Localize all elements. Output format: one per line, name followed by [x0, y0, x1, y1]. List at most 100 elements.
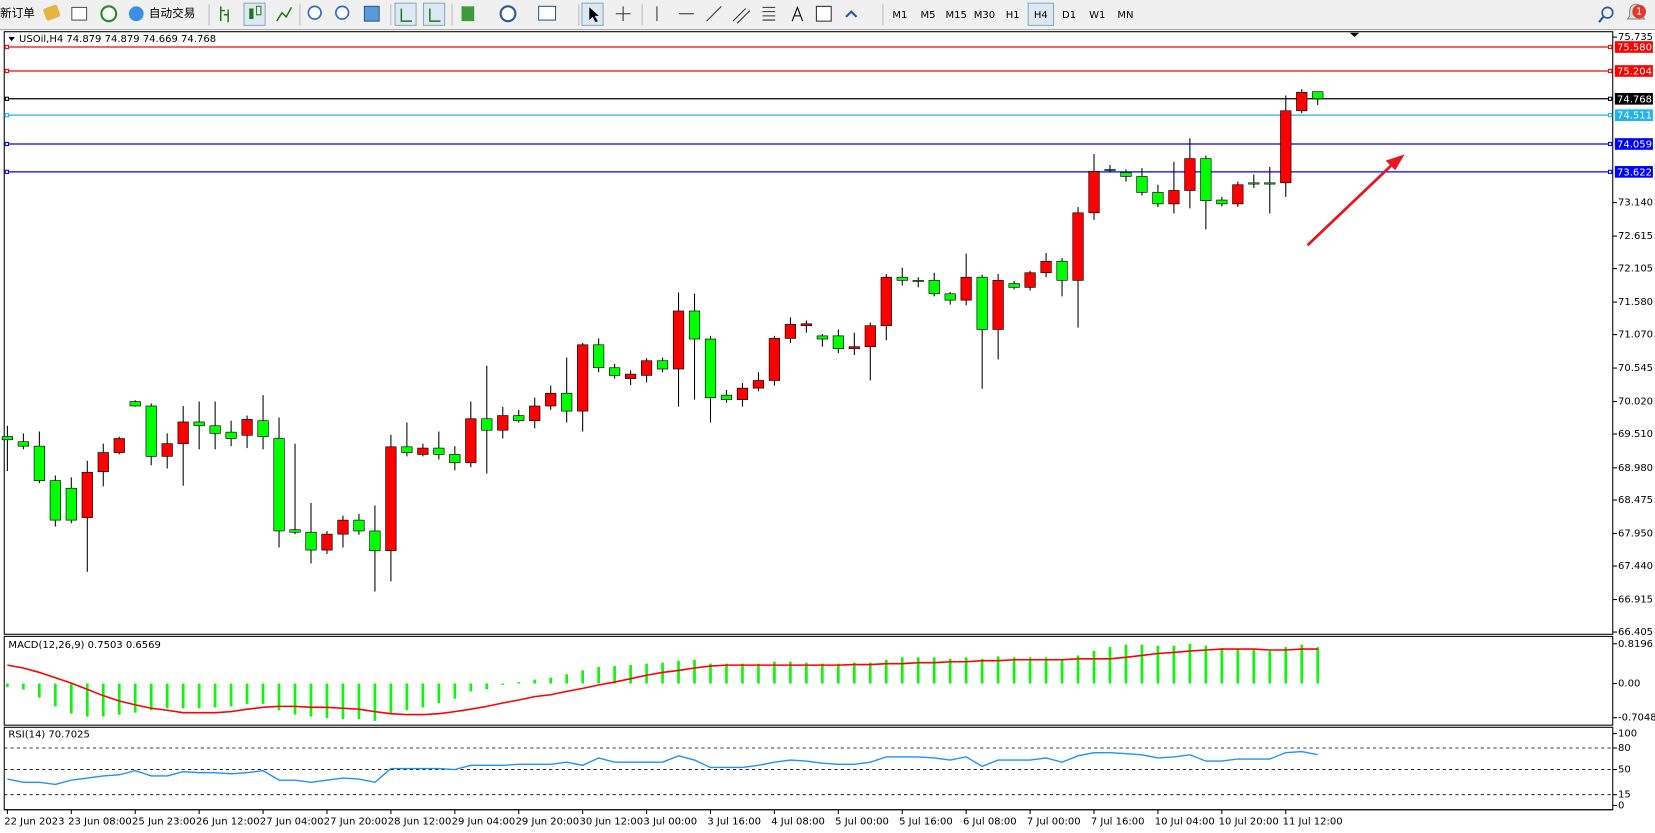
level-label-bg: [1614, 138, 1653, 150]
icon-fibo[interactable]: [762, 6, 776, 21]
icon-chart-shift[interactable]: [422, 2, 446, 26]
icon-candle: [256, 5, 262, 16]
x-tick-label: 22 Jun 2023: [4, 816, 64, 827]
macd-bar: [1204, 645, 1208, 684]
y-tick-label: 0.8196: [1618, 639, 1653, 650]
icon-crosshair[interactable]: [615, 6, 631, 22]
macd-bar: [517, 682, 521, 684]
candle-body: [1184, 158, 1196, 191]
icon-periods[interactable]: [499, 5, 517, 23]
auto-trading-button[interactable]: 自动交易: [149, 6, 195, 20]
x-tick-label: 3 Jul 00:00: [643, 816, 697, 827]
x-tick-label: 5 Jul 00:00: [835, 816, 889, 827]
candle-body: [33, 445, 45, 481]
icon-data-window[interactable]: [71, 6, 88, 21]
macd-bar: [1188, 643, 1192, 684]
candle-body: [545, 392, 557, 407]
candle-body: [1008, 283, 1020, 288]
x-tick-label: 28 Jun 12:00: [388, 816, 452, 827]
candle-body: [577, 344, 589, 412]
candle-body: [449, 454, 461, 464]
icon-zoom-in[interactable]: [307, 5, 322, 20]
icon-candles-active[interactable]: [243, 2, 266, 26]
macd-bar: [373, 683, 377, 721]
candle-body: [465, 418, 477, 464]
icon-templates[interactable]: [538, 5, 557, 21]
level-label: 75.580: [1617, 43, 1652, 54]
macd-bar: [533, 679, 537, 684]
y-tick-label: 72.105: [1618, 264, 1653, 275]
new-order-button[interactable]: 新订单: [0, 6, 35, 20]
macd-bar: [405, 683, 409, 711]
macd-bar: [197, 683, 201, 709]
x-tick-label: 29 Jun 04:00: [452, 816, 516, 827]
macd-title: MACD(12,26,9) 0.7503 0.6569: [8, 640, 160, 651]
candle-body: [800, 323, 812, 326]
icon-bar-chart[interactable]: [219, 6, 229, 23]
candle-body: [481, 418, 493, 431]
candle-body: [688, 310, 701, 340]
icon-indicators[interactable]: [461, 6, 475, 22]
rsi-panel: [3, 726, 1614, 811]
timeframe-button[interactable]: D1: [1062, 10, 1076, 21]
candle-body: [625, 373, 637, 379]
candle-body: [177, 421, 189, 444]
icon-label[interactable]: [815, 5, 832, 22]
candle-body: [1, 436, 13, 441]
macd-bar: [421, 683, 425, 708]
macd-bar: [389, 683, 393, 715]
macd-bar: [852, 662, 856, 684]
candle-body: [305, 531, 317, 551]
macd-bar: [1300, 644, 1304, 684]
y-tick-label: 66.405: [1618, 627, 1653, 638]
icon-channel[interactable]: [732, 8, 751, 24]
icon-text[interactable]: [791, 5, 804, 22]
candle-body: [1088, 171, 1100, 214]
candle-body: [417, 447, 429, 455]
macd-bar: [709, 663, 712, 684]
candle-body: [1168, 190, 1180, 205]
icon-search[interactable]: [1601, 6, 1614, 19]
macd-bar: [549, 677, 553, 684]
macd-panel: [3, 635, 1614, 726]
candle-body: [816, 335, 828, 340]
timeframe-button[interactable]: M30: [974, 10, 995, 21]
icon-arrows[interactable]: [845, 10, 858, 18]
icon-market-watch[interactable]: [43, 4, 61, 21]
icon-tile[interactable]: [363, 5, 380, 22]
macd-bar: [54, 683, 57, 707]
timeframe-button[interactable]: M1: [892, 10, 907, 21]
candle-body: [1152, 192, 1164, 205]
candle-body: [609, 367, 621, 376]
timeframe-button[interactable]: W1: [1089, 10, 1105, 21]
macd-bar: [757, 663, 760, 684]
level-handle: [4, 141, 9, 147]
icon-search: [1598, 16, 1605, 23]
icon-navigator[interactable]: [100, 5, 118, 23]
icon-auto-trading[interactable]: [128, 6, 144, 22]
candle-body: [1312, 91, 1324, 100]
macd-bar: [645, 663, 648, 684]
timeframe-button[interactable]: MN: [1117, 10, 1133, 21]
candle-body: [864, 325, 876, 348]
macd-bar: [1236, 649, 1240, 684]
icon-line-chart[interactable]: [276, 7, 293, 22]
timeframe-button[interactable]: M5: [921, 10, 936, 21]
macd-bar: [309, 683, 313, 717]
timeframe-button[interactable]: H4: [1034, 10, 1048, 21]
notification-count: 1: [1636, 7, 1642, 18]
icon-zoom-out[interactable]: [335, 5, 350, 20]
x-tick-label: 30 Jun 12:00: [579, 816, 643, 827]
icon-trendline[interactable]: [706, 5, 722, 22]
candle-body: [880, 276, 892, 326]
candle-body: [161, 443, 173, 457]
level-label: 74.768: [1617, 94, 1652, 105]
timeframe-button[interactable]: H1: [1006, 10, 1020, 21]
candle-body: [944, 293, 956, 301]
macd-bar: [884, 659, 888, 684]
candle-body: [1232, 184, 1244, 205]
icon-glyph: [589, 7, 599, 23]
y-tick-label: -0.7048: [1618, 713, 1655, 724]
icon-autoscroll[interactable]: [394, 2, 417, 26]
timeframe-button[interactable]: M15: [946, 10, 967, 21]
